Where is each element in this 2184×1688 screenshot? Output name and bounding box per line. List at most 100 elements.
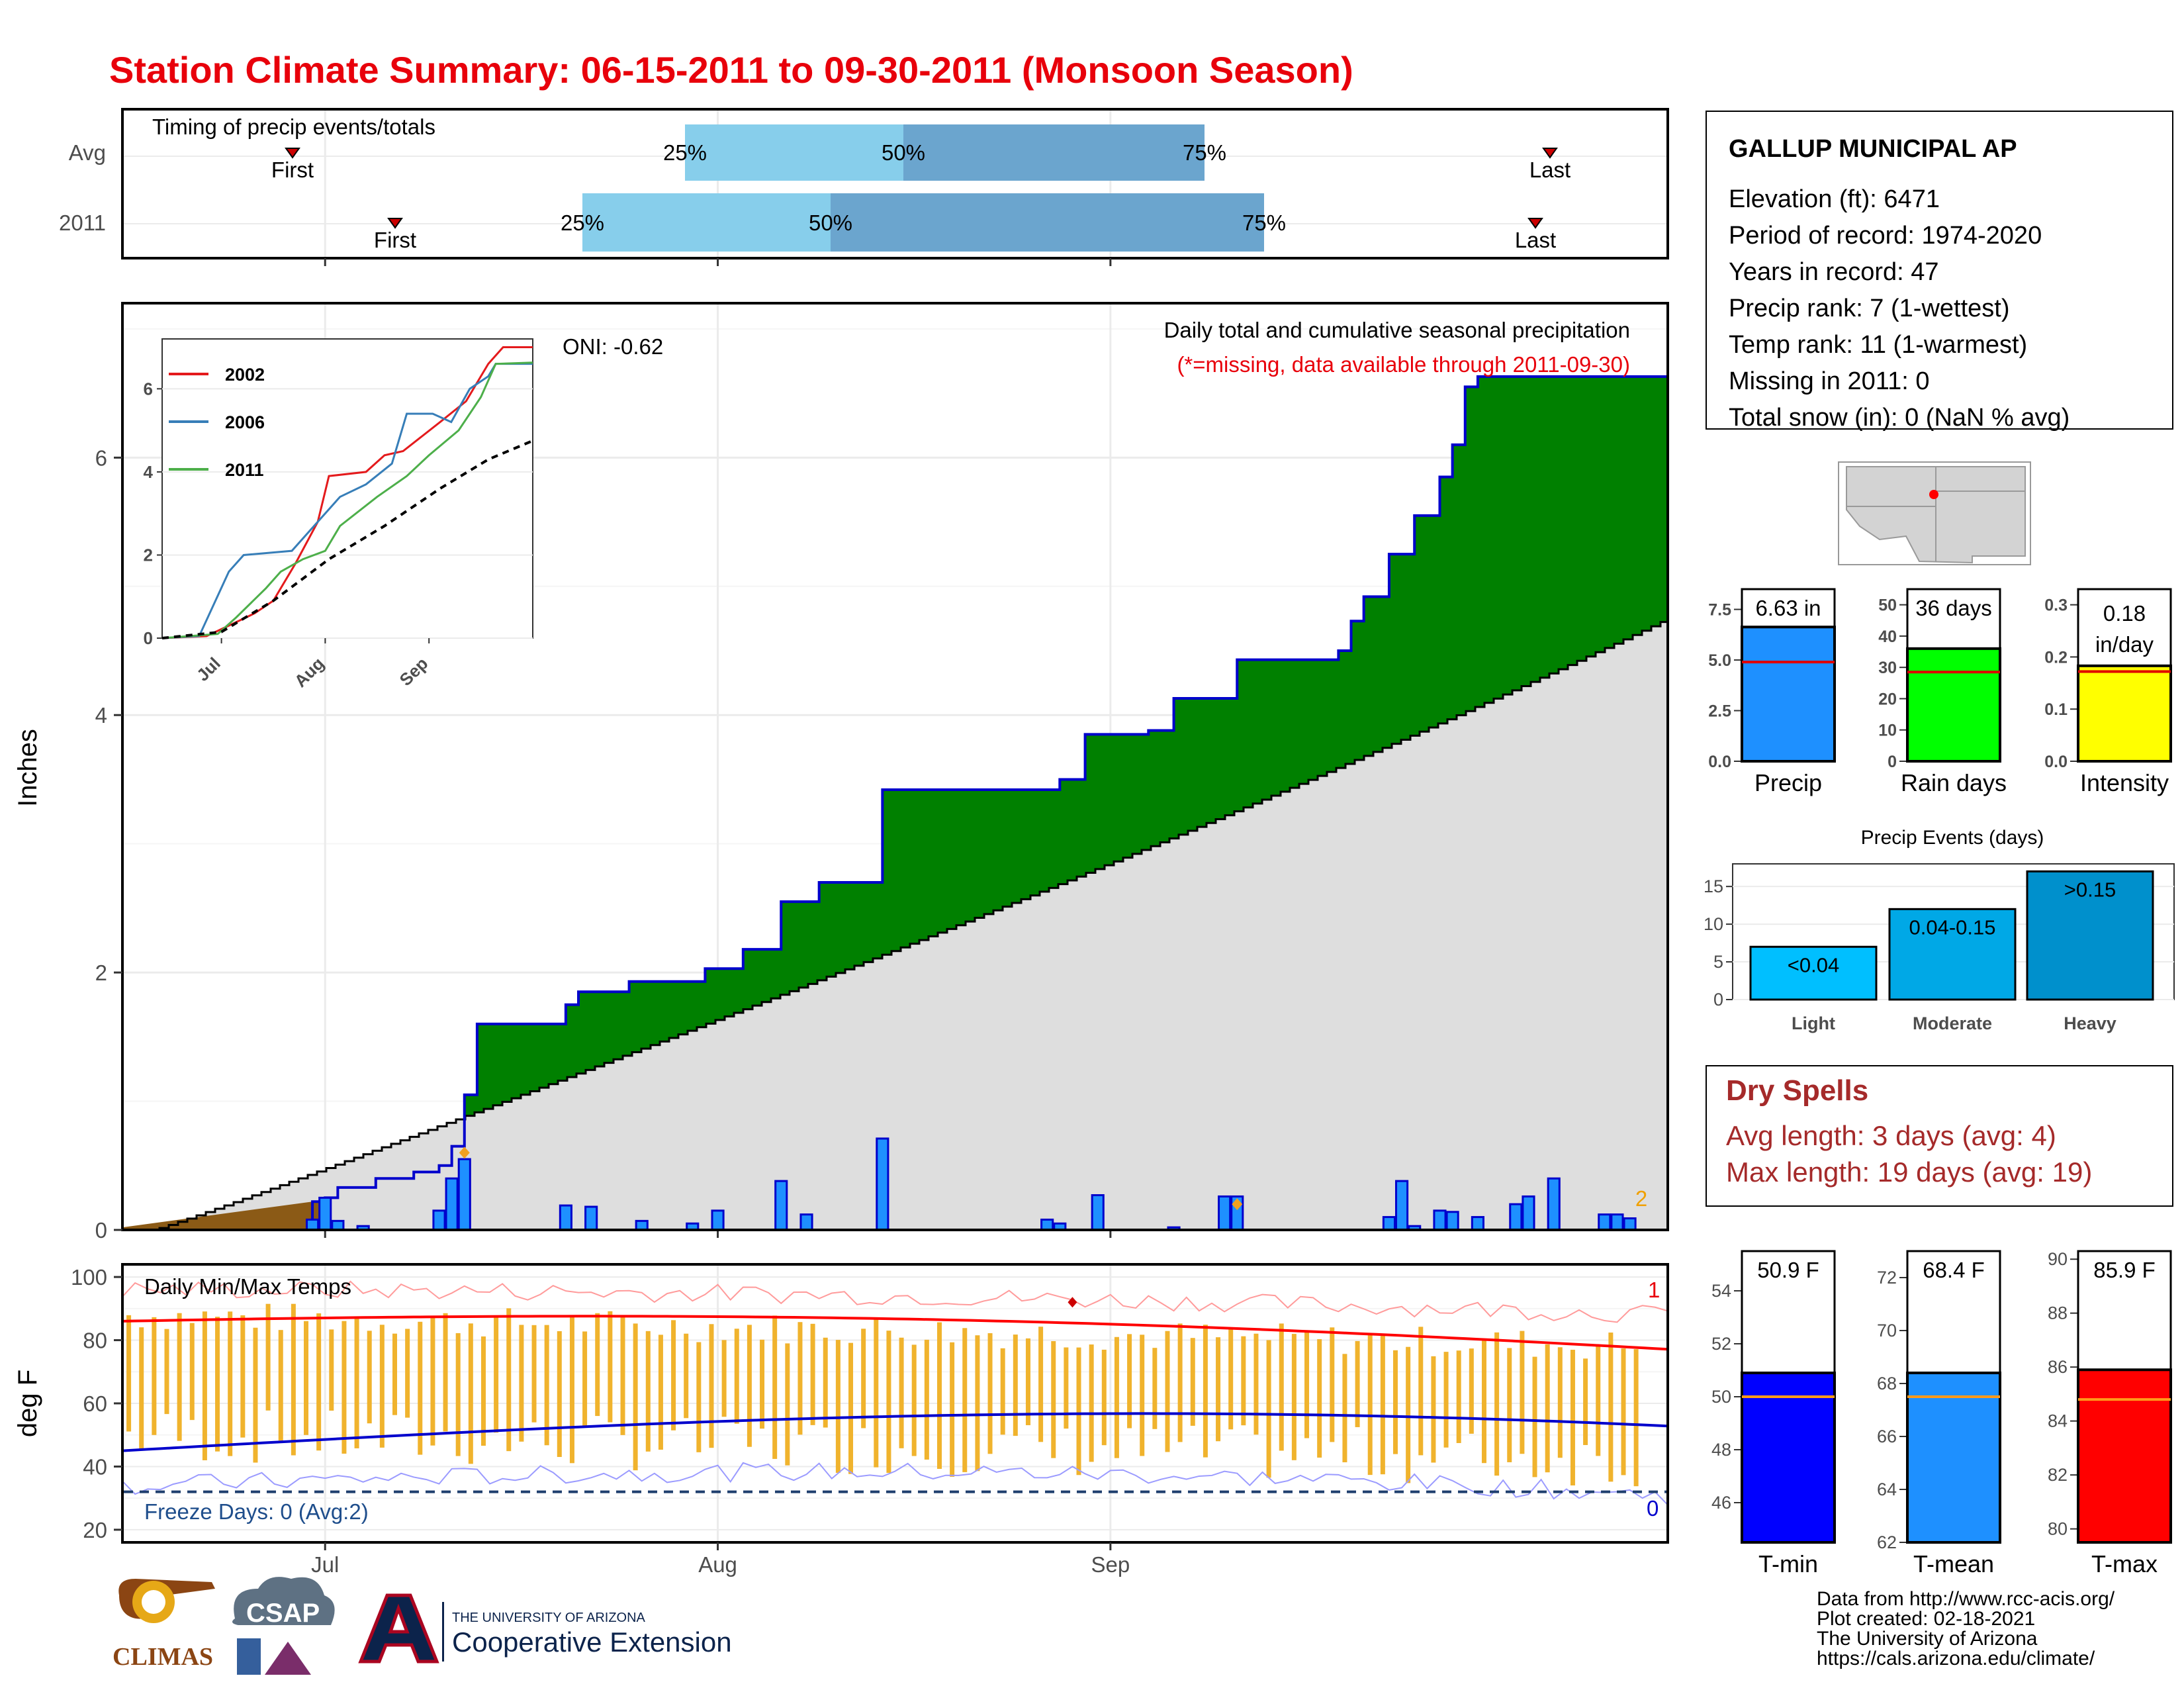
summary-y-tick-label: 10: [1878, 722, 1897, 740]
daily-temp-range-bar: [1228, 1328, 1234, 1430]
daily-precip-bar: [1040, 1218, 1054, 1231]
temp-ylabel: deg F: [13, 1370, 42, 1437]
daily-temp-range-bar: [1025, 1338, 1030, 1425]
footer-line-4: https://cals.arizona.edu/climate/: [1817, 1648, 2095, 1669]
daily-temp-range-bar: [1557, 1347, 1563, 1458]
csap-logo: CSAP: [232, 1577, 335, 1675]
temp-summary-y-tick-label: 50: [1711, 1387, 1731, 1407]
daily-temp-range-bar: [671, 1320, 676, 1430]
daily-temp-range-bar: [721, 1340, 727, 1417]
csap-cloud-icon: [232, 1577, 335, 1625]
temp-summary-category-label: T-min: [1758, 1550, 1818, 1577]
daily-temp-range-bar: [480, 1336, 486, 1446]
daily-temp-range-bar: [455, 1333, 461, 1456]
daily-temp-range-bar: [1596, 1346, 1601, 1456]
station-line-3: Years in record: 47: [1729, 258, 1939, 286]
station-line-5: Temp rank: 11 (1-warmest): [1729, 331, 2027, 359]
summary-y-tick-label: 0.3: [2044, 596, 2068, 615]
daily-temp-range-bar: [645, 1331, 651, 1452]
daily-precip-bar: [635, 1219, 649, 1231]
avg-last-marker: [1542, 148, 1558, 159]
avg-50-75-bar: [903, 124, 1205, 181]
2011-last-label: Last: [1515, 228, 1556, 252]
summary-value-label: 36 days: [1915, 596, 1992, 620]
daily-temp-range-bar: [1330, 1327, 1335, 1442]
early-season-area: [122, 1201, 326, 1230]
daily-precip-bar: [774, 1180, 788, 1231]
daily-temp-range-bar: [202, 1311, 207, 1460]
daily-temp-range-bar: [329, 1329, 334, 1411]
daily-temp-range-bar: [785, 1343, 790, 1466]
temp-bars: 46 48 50 52 54 50.9 F T-min 62 64 66 68 70 72 68.4 F T…: [1711, 1249, 2172, 1577]
average-min-line: [122, 1412, 1668, 1452]
daily-temp-range-bar: [1608, 1333, 1614, 1482]
footer-line-3: The University of Arizona: [1817, 1628, 2038, 1650]
temp-summary-bar: [1741, 1372, 1836, 1544]
daily-temp-range-bar: [1342, 1354, 1347, 1463]
temp-summary-y-tick-label: 68: [1877, 1374, 1897, 1393]
daily-temp-range-bar: [164, 1329, 169, 1415]
temp-y-tick-label: 60: [83, 1391, 107, 1416]
daily-precip-bar: [1471, 1216, 1484, 1231]
events-category-label: Heavy: [2064, 1013, 2116, 1033]
daily-temp-range-bar: [1494, 1332, 1500, 1476]
temp-y-tick-label: 100: [71, 1265, 107, 1289]
daily-temp-range-bar: [569, 1316, 574, 1464]
timing-row-avg: Avg: [69, 140, 106, 165]
daily-temp-range-bar: [253, 1327, 258, 1463]
daily-temp-range-bar: [265, 1303, 271, 1411]
daily-temp-range-bar: [189, 1323, 195, 1421]
daily-precip-bar: [1623, 1217, 1637, 1231]
inset-2011-line: [161, 361, 533, 639]
climas-sun-core: [142, 1590, 165, 1614]
events-y-tick-label: 15: [1704, 876, 1723, 896]
daily-temp-range-bar: [1190, 1338, 1195, 1426]
daily-temp-range-bar: [494, 1317, 499, 1433]
daily-temp-range-bar: [1013, 1335, 1018, 1436]
daily-temp-range-bar: [1520, 1331, 1525, 1454]
timing-panel: Timing of precip events/totals Avg 2011 …: [59, 108, 1669, 266]
2011-first-marker: [387, 218, 403, 229]
precip-y-tick-label: 6: [95, 445, 107, 470]
summary-y-tick-label: 50: [1878, 596, 1897, 615]
precip-panel: 0 2 4 6 Inches ONI: -0.62 Daily total and c…: [13, 302, 1669, 1243]
daily-temp-range-bar: [1127, 1334, 1132, 1429]
daily-temp-range-bar: [177, 1313, 182, 1441]
2011-first-label: First: [374, 228, 416, 252]
daily-precip-bar: [1091, 1194, 1105, 1231]
summary-value-label: 6.63 in: [1755, 596, 1821, 620]
daily-precip-bar: [1433, 1209, 1447, 1231]
daily-temp-range-bar: [1089, 1344, 1094, 1462]
daily-temp-range-bar: [861, 1329, 866, 1429]
missing-data-marker: [1232, 1198, 1243, 1211]
daily-temp-range-bar: [772, 1315, 778, 1459]
precip-y-tick-label: 2: [95, 961, 107, 985]
events-bar: [1888, 908, 2017, 1001]
map-border: [1846, 467, 2025, 561]
daily-precip-bar: [445, 1177, 459, 1231]
summary-bar: [1906, 647, 2001, 763]
average-cumulative-area: [122, 622, 1668, 1230]
summary-y-tick-label: 0.1: [2044, 700, 2068, 719]
daily-temp-range-bar: [874, 1319, 879, 1468]
station-name: GALLUP MUNICIPAL AP: [1729, 135, 2017, 163]
inset-legend-label: 2011: [225, 460, 264, 480]
record-marker: [1068, 1297, 1077, 1308]
temp-summary-y-tick-label: 88: [2048, 1303, 2068, 1323]
daily-temp-range-bar: [1431, 1356, 1436, 1463]
daily-temp-range-bar: [1367, 1335, 1373, 1476]
csap-mountain-icon: [265, 1642, 311, 1675]
daily-temp-range-bar: [823, 1337, 828, 1428]
daily-temp-range-bar: [1051, 1340, 1056, 1458]
daily-temp-range-bar: [278, 1330, 283, 1441]
daily-temp-range-bar: [1101, 1349, 1107, 1446]
precip-ylabel: Inches: [13, 729, 42, 807]
daily-temp-range-bar: [1481, 1339, 1486, 1464]
locator-map: [1838, 461, 2031, 565]
temp-summary-value-label: 68.4 F: [1923, 1258, 1985, 1282]
station-line-4: Precip rank: 7 (1-wettest): [1729, 295, 2009, 322]
dry-spells-box: Dry Spells Avg length: 3 days (avg: 4) M…: [1706, 1065, 2173, 1207]
timing-title: Timing of precip events/totals: [152, 115, 435, 139]
daily-temp-range-bar: [1443, 1352, 1449, 1448]
footer-line-1: Data from http://www.rcc-acis.org/: [1817, 1588, 2115, 1610]
